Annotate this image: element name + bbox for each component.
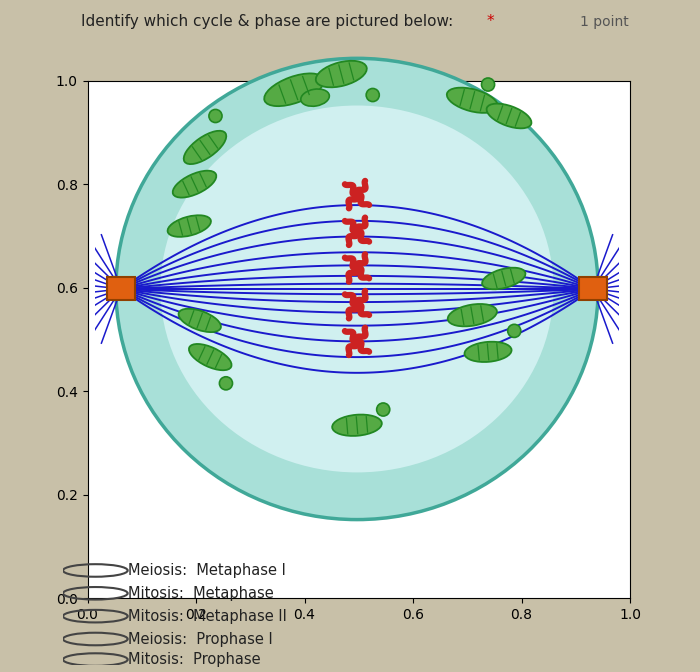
Ellipse shape <box>377 403 390 416</box>
Text: Mitosis:  Metaphase II: Mitosis: Metaphase II <box>127 609 286 624</box>
Ellipse shape <box>447 87 498 113</box>
Ellipse shape <box>219 377 232 390</box>
Ellipse shape <box>448 304 497 327</box>
Text: Identify which cycle & phase are pictured below:: Identify which cycle & phase are picture… <box>80 14 458 30</box>
Ellipse shape <box>264 73 324 106</box>
Text: *: * <box>486 14 494 30</box>
Ellipse shape <box>116 58 598 519</box>
Ellipse shape <box>508 325 521 337</box>
Ellipse shape <box>160 106 554 472</box>
Ellipse shape <box>167 215 211 237</box>
Ellipse shape <box>173 171 216 198</box>
Ellipse shape <box>465 342 512 362</box>
Ellipse shape <box>316 60 367 87</box>
Text: Meiosis:  Metaphase I: Meiosis: Metaphase I <box>127 563 286 578</box>
FancyBboxPatch shape <box>579 278 607 300</box>
Ellipse shape <box>209 110 222 122</box>
Ellipse shape <box>178 308 221 332</box>
Ellipse shape <box>366 89 379 101</box>
Text: Mitosis:  Metaphase: Mitosis: Metaphase <box>127 586 274 601</box>
Ellipse shape <box>332 415 382 436</box>
Ellipse shape <box>183 131 226 164</box>
Ellipse shape <box>189 344 232 370</box>
Text: 1 point: 1 point <box>580 15 629 29</box>
Ellipse shape <box>482 78 495 91</box>
Ellipse shape <box>482 267 526 289</box>
FancyBboxPatch shape <box>107 278 135 300</box>
Ellipse shape <box>486 103 531 128</box>
Text: Meiosis:  Prophase I: Meiosis: Prophase I <box>127 632 272 646</box>
Ellipse shape <box>301 89 329 106</box>
Text: Mitosis:  Prophase: Mitosis: Prophase <box>127 652 260 667</box>
